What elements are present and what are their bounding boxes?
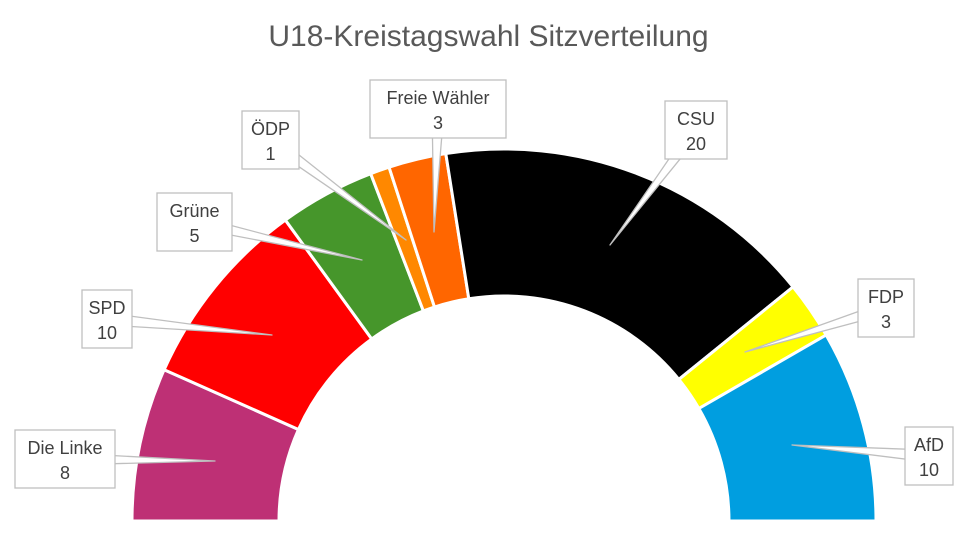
label-box bbox=[664, 100, 728, 160]
data-label-spd: SPD 10 bbox=[81, 289, 273, 349]
label-value: 3 bbox=[433, 113, 443, 133]
label-category: FDP bbox=[868, 287, 904, 307]
label-category: AfD bbox=[914, 435, 944, 455]
label-value: 20 bbox=[686, 134, 706, 154]
label-box bbox=[14, 429, 116, 489]
label-box bbox=[857, 278, 915, 338]
data-label-die-linke: Die Linke 8 bbox=[14, 429, 216, 489]
label-value: 1 bbox=[265, 144, 275, 164]
label-value: 5 bbox=[189, 226, 199, 246]
label-category: Freie Wähler bbox=[386, 88, 489, 108]
label-box bbox=[156, 192, 233, 252]
slice-afd bbox=[696, 332, 878, 523]
label-box bbox=[241, 110, 300, 170]
label-value: 10 bbox=[919, 460, 939, 480]
label-category: ÖDP bbox=[251, 119, 290, 139]
label-box bbox=[904, 426, 954, 486]
label-value: 3 bbox=[881, 312, 891, 332]
label-category: Grüne bbox=[169, 201, 219, 221]
label-box bbox=[81, 289, 133, 349]
data-label-ödp: ÖDP 1 bbox=[241, 110, 407, 241]
label-category: Die Linke bbox=[27, 438, 102, 458]
label-box bbox=[369, 79, 507, 139]
data-label-afd: AfD 10 bbox=[791, 426, 954, 486]
data-label-csu: CSU 20 bbox=[609, 100, 728, 246]
chart-title: U18-Kreistagswahl Sitzverteilung bbox=[268, 20, 709, 53]
data-label-grüne: Grüne 5 bbox=[156, 192, 363, 261]
slice-csu bbox=[444, 147, 796, 382]
label-value: 8 bbox=[60, 463, 70, 483]
label-category: SPD bbox=[88, 298, 125, 318]
label-category: CSU bbox=[677, 109, 715, 129]
data-label-freie-wähler: Freie Wähler 3 bbox=[369, 79, 507, 233]
label-value: 10 bbox=[97, 323, 117, 343]
data-label-fdp: FDP 3 bbox=[744, 278, 915, 353]
